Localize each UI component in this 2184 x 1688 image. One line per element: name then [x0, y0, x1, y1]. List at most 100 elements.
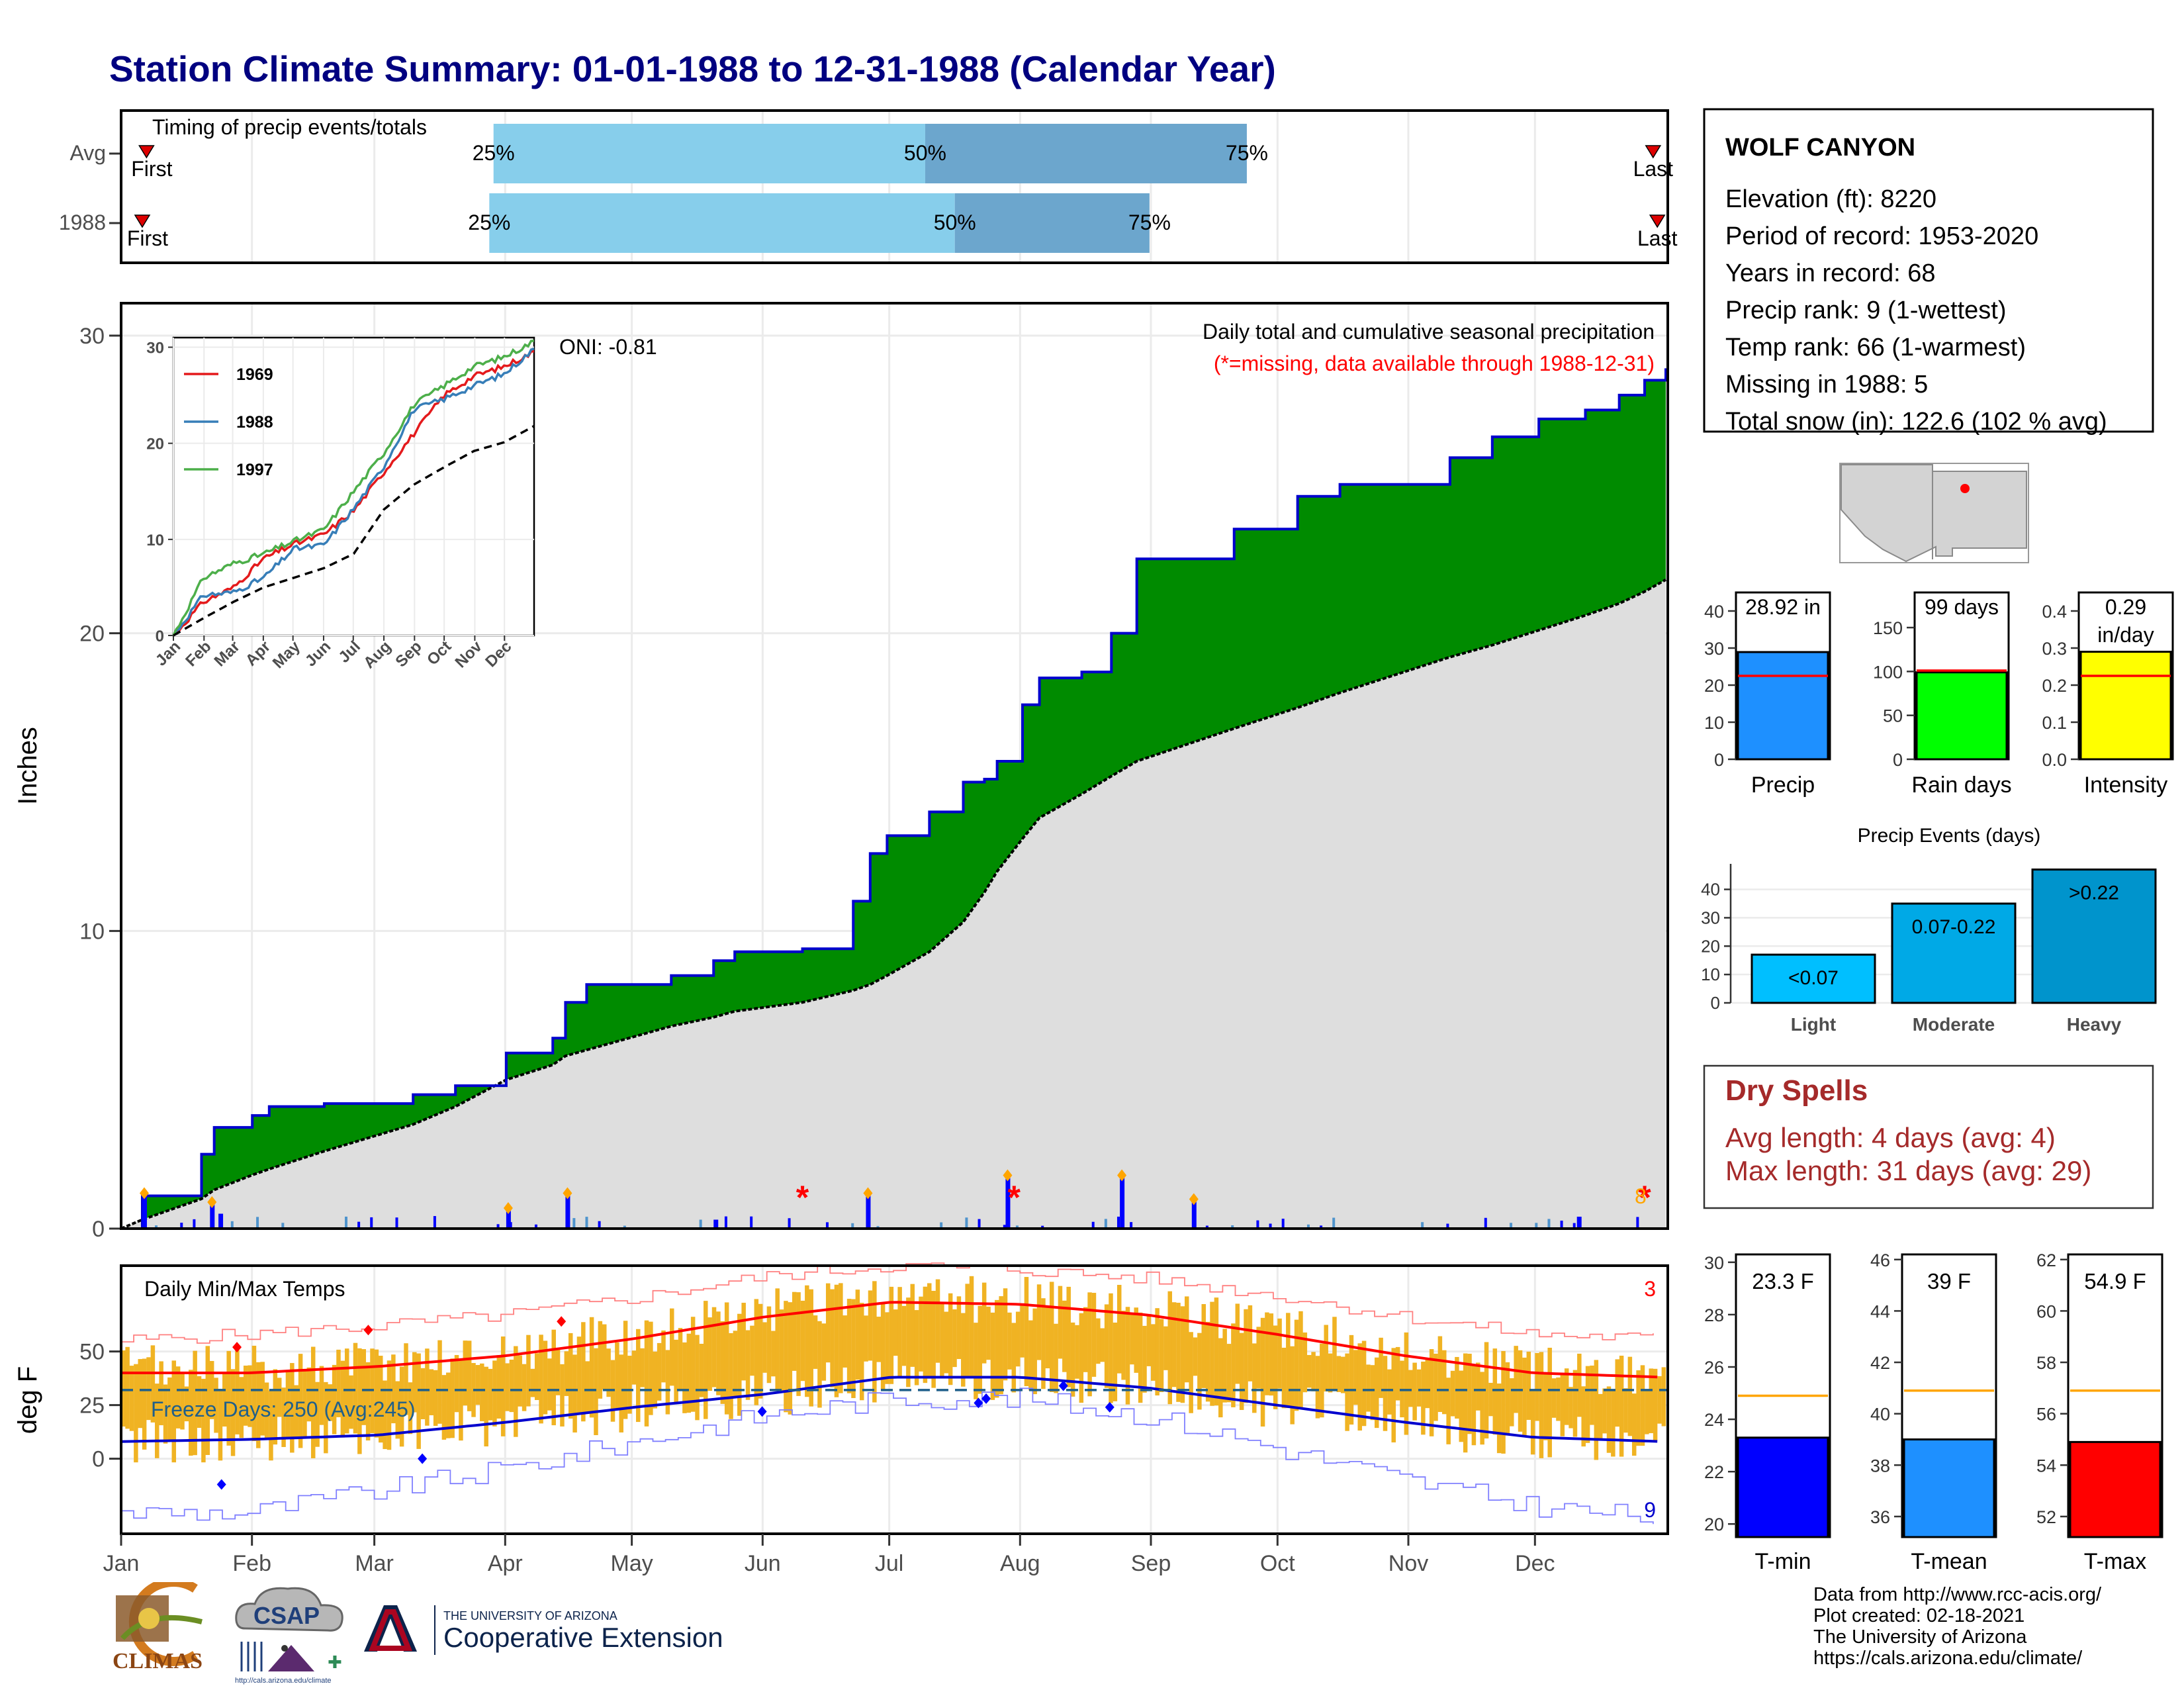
temp-daily-range-bar [248, 1365, 252, 1427]
temp-daily-range-bar [711, 1307, 717, 1387]
climas-logo: CLIMAS [109, 1577, 222, 1681]
precip-daily-bar [370, 1217, 373, 1229]
temp-daily-range-bar [1627, 1356, 1633, 1436]
temp-daily-range-bar [1058, 1286, 1063, 1359]
precip-ytick-label: 10 [79, 919, 105, 944]
temp-daily-range-bar [1446, 1378, 1451, 1444]
temp-daily-range-bar [543, 1340, 548, 1415]
precip-daily-bar [281, 1223, 285, 1229]
precip-daily-bar [713, 1219, 719, 1229]
temp-panel: 0 25 50 Daily Min/Max Temps Freeze Days: 250… [13, 1262, 1669, 1535]
temp-daily-range-bar [539, 1335, 543, 1424]
temp-daily-range-bar [1412, 1362, 1417, 1421]
temp-bar-ytick-label: 54 [2036, 1456, 2056, 1476]
temp-daily-range-bar [906, 1297, 911, 1387]
temp-daily-range-bar [1450, 1370, 1455, 1417]
temp-daily-range-bar [927, 1283, 932, 1379]
temp-daily-range-bar [1657, 1376, 1662, 1424]
temp-daily-range-bar [189, 1370, 193, 1456]
temp-daily-range-bar [277, 1378, 282, 1417]
temp-daily-range-bar [1054, 1323, 1058, 1393]
temp-ytick-label: 0 [92, 1447, 105, 1472]
temp-daily-range-bar [1361, 1340, 1367, 1427]
precip-daily-bar [1320, 1225, 1323, 1229]
temp-daily-range-bar [1640, 1365, 1645, 1446]
precip-daily-bar [1547, 1219, 1551, 1229]
temp-daily-range-bar [1210, 1301, 1214, 1406]
temp-daily-range-bar [1357, 1343, 1362, 1431]
temp-daily-range-bar [184, 1386, 189, 1422]
temp-daily-range-bar [1315, 1356, 1320, 1419]
timing-first-marker [134, 214, 151, 228]
temp-daily-range-bar [264, 1382, 269, 1440]
temp-daily-range-bar [1467, 1354, 1472, 1434]
station-info-line: Precip rank: 9 (1-wettest) [1725, 297, 2006, 324]
temp-daily-range-bar [379, 1356, 383, 1443]
precip-daily-bar [1116, 1216, 1120, 1229]
temp-daily-range-bar [1594, 1360, 1599, 1460]
timing-first-label: First [131, 157, 172, 181]
mini-bar [1915, 671, 2008, 761]
precip-events-bar [1891, 902, 2017, 1004]
temp-daily-range-bar [496, 1355, 502, 1419]
inset-series-line [172, 350, 534, 637]
precip-daily-bar [965, 1217, 968, 1229]
precip-daily-bar [496, 1224, 500, 1229]
record-min-count: 9 [1644, 1498, 1656, 1522]
temp-daily-range-bar [324, 1382, 328, 1454]
page-title: Station Climate Summary: 01-01-1988 to 1… [109, 48, 1276, 89]
timing-label-25: 25% [468, 211, 510, 234]
temp-daily-range-bar [155, 1383, 159, 1458]
temp-daily-range-bar [1176, 1303, 1181, 1402]
mini-bar-ytick-label: 30 [1704, 639, 1724, 659]
missing-data-marker: * [1638, 1179, 1651, 1216]
temp-daily-range-bar [741, 1303, 746, 1381]
month-axis-label: Jan [103, 1551, 140, 1576]
temp-daily-range-bar [530, 1368, 535, 1397]
temp-daily-range-bar [1653, 1368, 1658, 1440]
temp-daily-range-bar [222, 1372, 227, 1427]
precip-snow-marker [503, 1202, 513, 1215]
timing-panel-frame [120, 109, 1669, 264]
temp-daily-range-bar [775, 1288, 780, 1391]
record-min-marker [216, 1479, 226, 1490]
temp-daily-range-bar [1572, 1370, 1578, 1437]
record-max-marker [363, 1325, 373, 1336]
precip-daily-bar [1510, 1223, 1513, 1229]
precip-missing-note: (*=missing, data available through 1988-… [1214, 352, 1655, 375]
temp-daily-range-bar [1189, 1332, 1193, 1413]
mini-bar-chart: 0 10 20 30 40 28.92 in Precip [1704, 591, 1831, 798]
temp-daily-range-bar [1197, 1333, 1202, 1410]
temp-daily-range-bar [1569, 1387, 1573, 1429]
temp-daily-range-bar [475, 1365, 480, 1405]
temp-daily-range-bar [332, 1364, 337, 1434]
temp-daily-range-bar [889, 1286, 894, 1384]
precip-events-bar [1751, 953, 1876, 1004]
temp-daily-range-bar [306, 1367, 312, 1422]
temp-daily-range-bar [897, 1287, 902, 1378]
timing-panel-label: Timing of precip events/totals [152, 115, 427, 139]
temp-daily-range-bar [526, 1335, 531, 1407]
temp-daily-range-bar [1611, 1391, 1615, 1457]
temp-daily-range-bar [391, 1354, 396, 1424]
precip-daily-bar [623, 1225, 626, 1229]
temp-daily-range-bar [433, 1370, 438, 1427]
temp-daily-range-bar [1636, 1370, 1641, 1446]
temp-bar-value-label: 39 F [1927, 1269, 1971, 1293]
inset-ytick-label: 30 [146, 340, 164, 357]
temp-daily-range-bar [1294, 1319, 1299, 1411]
temp-daily-range-bar [1011, 1323, 1017, 1393]
precip-daily-bar [1231, 1225, 1234, 1229]
temp-daily-range-bar [686, 1333, 692, 1413]
station-info-line: Missing in 1988: 5 [1725, 371, 1928, 399]
temp-daily-range-bar [653, 1351, 658, 1409]
temp-daily-range-bar [171, 1360, 177, 1463]
temp-bar-label: T-mean [1911, 1549, 1987, 1574]
temp-daily-range-bar [1185, 1296, 1189, 1383]
temp-daily-range-bar [606, 1348, 611, 1397]
temp-bar-ytick-label: 28 [1704, 1305, 1724, 1325]
precip-daily-bar [357, 1221, 361, 1229]
precip-snow-marker [863, 1187, 873, 1199]
temp-daily-range-bar [319, 1366, 324, 1425]
